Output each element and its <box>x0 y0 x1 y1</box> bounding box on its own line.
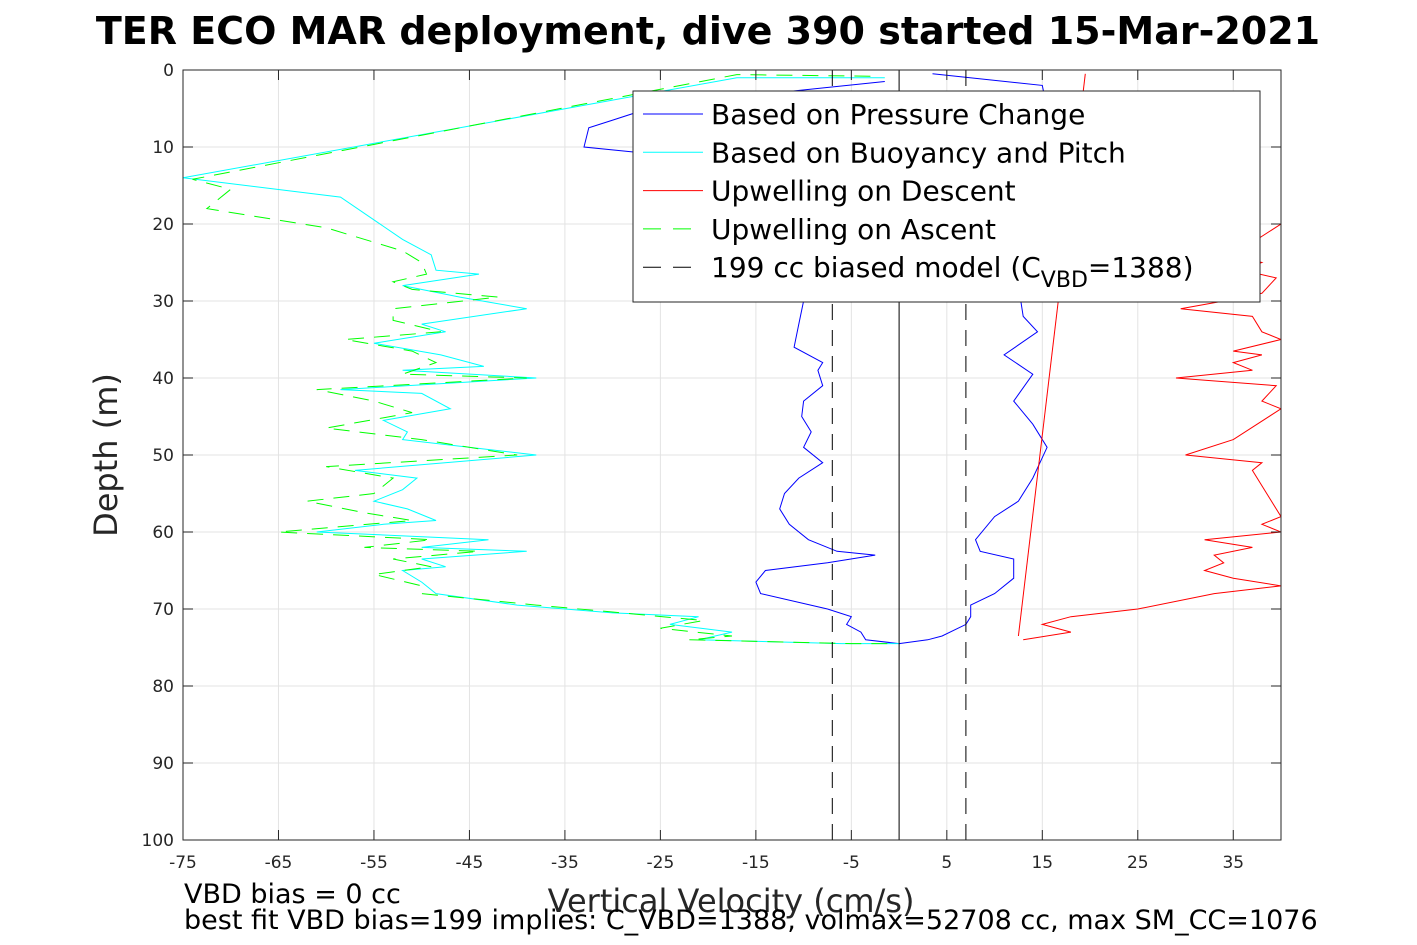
y-tick-label: 10 <box>152 138 174 158</box>
footnote-best-fit: best fit VBD bias=199 implies: C_VBD=138… <box>184 905 1318 936</box>
series-line <box>192 74 890 645</box>
y-tick-label: 70 <box>152 600 174 620</box>
y-tick-label: 50 <box>152 446 174 466</box>
y-ticks: 0 10 20 30 40 50 60 70 80 90 100 <box>142 61 1281 851</box>
legend: Based on Pressure Change Based on Buoyanc… <box>632 90 1261 303</box>
legend-box <box>632 90 1261 303</box>
x-tick-label: -45 <box>456 853 484 873</box>
x-tick-label: 25 <box>1127 853 1149 873</box>
x-axis-label: Vertical Velocity (cm/s) <box>548 882 915 920</box>
x-tick-label: -35 <box>551 853 579 873</box>
footnote-vbd-bias: VBD bias = 0 cc <box>184 879 401 910</box>
series-line <box>183 77 900 645</box>
x-ticks: -75 -65 -55 -45 -35 -25 -15 -5 5 15 25 35 <box>169 70 1244 873</box>
y-tick-label: 80 <box>152 677 174 697</box>
x-tick-label: -55 <box>360 853 388 873</box>
chart-title: TER ECO MAR deployment, dive 390 started… <box>96 9 1320 53</box>
x-tick-label: -5 <box>843 853 860 873</box>
x-tick-label: -75 <box>169 853 197 873</box>
y-tick-label: 40 <box>152 369 174 389</box>
legend-label: 199 cc biased model (CVBD=1388) <box>711 251 1194 293</box>
legend-label: Upwelling on Descent <box>711 175 1016 208</box>
y-tick-label: 100 <box>142 831 174 851</box>
y-tick-label: 90 <box>152 754 174 774</box>
y-tick-label: 0 <box>163 61 174 81</box>
x-tick-label: -25 <box>647 853 675 873</box>
x-tick-label: 35 <box>1222 853 1244 873</box>
y-axis-label: Depth (m) <box>87 373 125 537</box>
x-tick-label: 15 <box>1031 853 1053 873</box>
x-tick-label: 5 <box>941 853 952 873</box>
legend-label: Based on Pressure Change <box>711 98 1085 131</box>
series-line <box>1023 223 1281 641</box>
x-tick-label: -15 <box>742 853 770 873</box>
legend-label: Upwelling on Ascent <box>711 213 996 246</box>
x-tick-label: -65 <box>265 853 293 873</box>
y-tick-label: 20 <box>152 215 174 235</box>
y-tick-label: 30 <box>152 292 174 312</box>
legend-label: Based on Buoyancy and Pitch <box>711 136 1126 169</box>
y-tick-label: 60 <box>152 523 174 543</box>
